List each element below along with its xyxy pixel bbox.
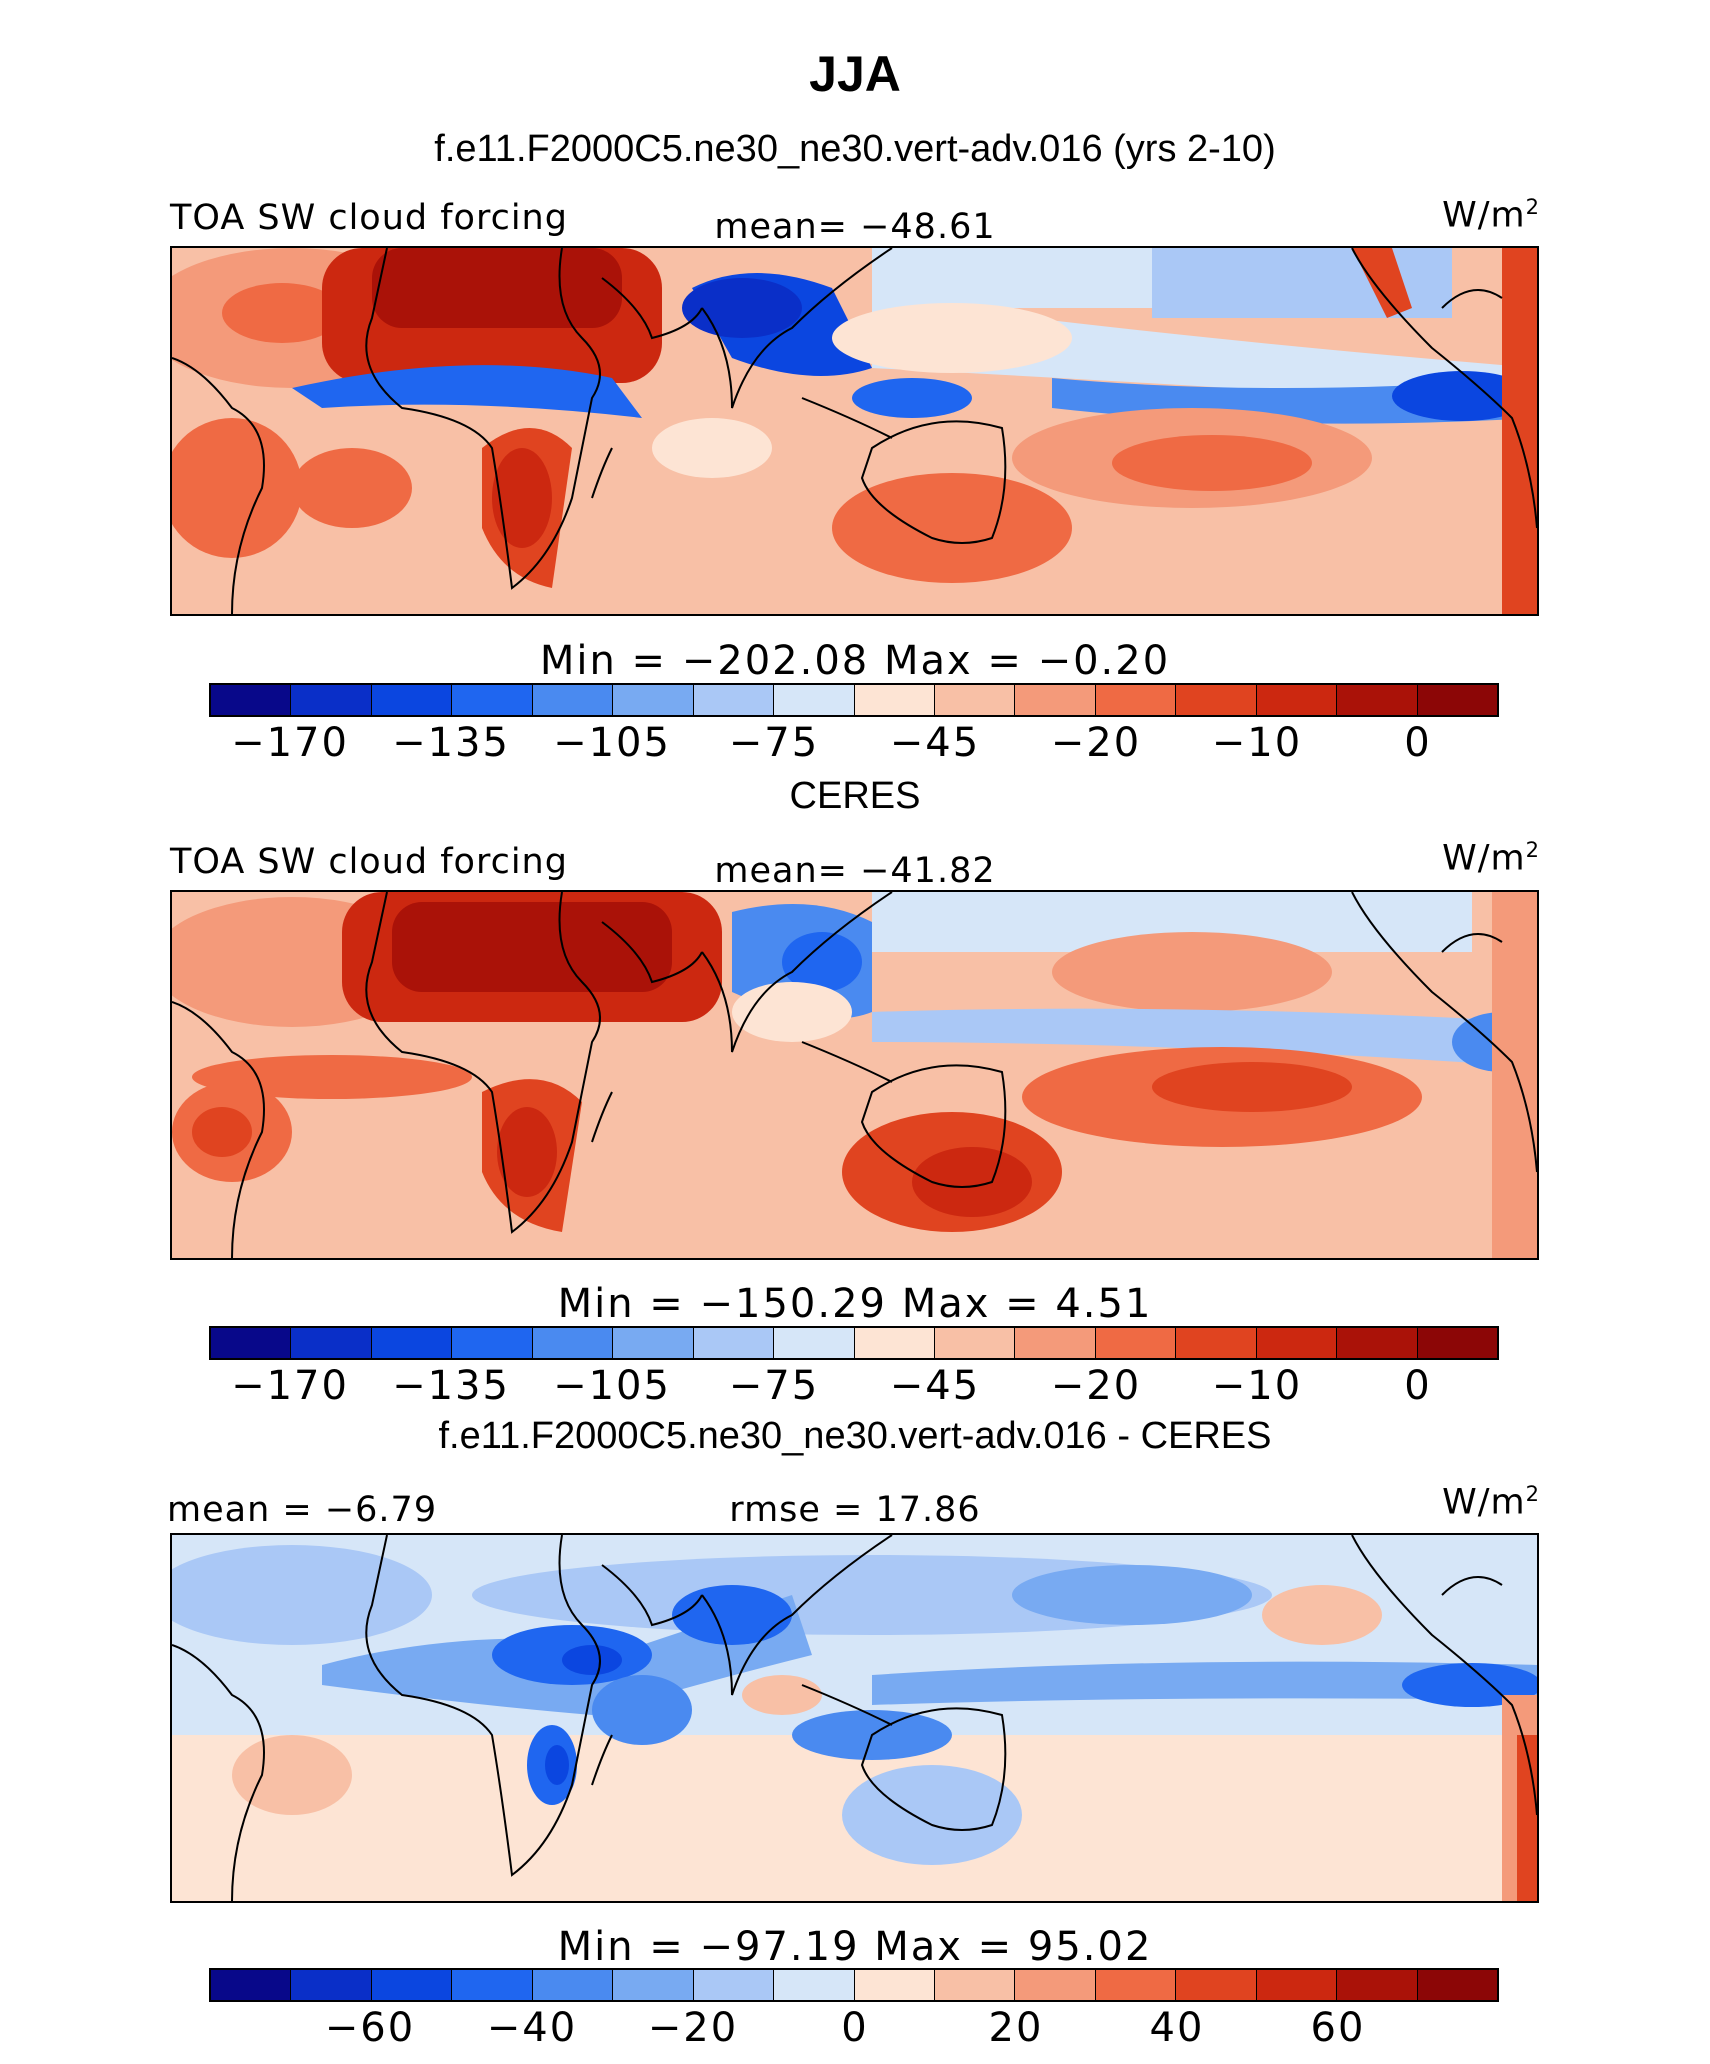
panel-2-tick: −135: [392, 1363, 510, 1409]
panel-1-colorbar: [209, 683, 1499, 717]
colorbar-bin: [1417, 1328, 1497, 1358]
panel-3-tick: 60: [1310, 2005, 1366, 2051]
panel-1-map: [170, 246, 1539, 616]
colorbar-bin: [693, 1970, 775, 2000]
panel-1-tick: −10: [1211, 720, 1303, 766]
panel-2-tick: −75: [728, 1363, 820, 1409]
colorbar-bin: [1176, 685, 1257, 715]
colorbar-bin: [1095, 685, 1177, 715]
colorbar-bin: [934, 1328, 1016, 1358]
colorbar-bin: [1337, 685, 1418, 715]
panel-2-tick: 0: [1404, 1363, 1432, 1409]
panel-1-minmax: Min = −202.08 Max = −0.20: [539, 638, 1171, 684]
colorbar-bin: [211, 685, 292, 715]
panel-1-tick: −75: [728, 720, 820, 766]
colorbar-bin: [1176, 1970, 1257, 2000]
panel-3-heading: f.e11.F2000C5.ne30_ne30.vert-adv.016 - C…: [438, 1415, 1272, 1457]
panel-2-units: W/m2: [1442, 838, 1540, 879]
panel-1-mean-label: mean= −48.61: [714, 207, 996, 247]
panel-2-heading: CERES: [789, 775, 921, 817]
colorbar-bin: [613, 685, 694, 715]
colorbar-bin: [211, 1328, 292, 1358]
colorbar-bin: [291, 1328, 372, 1358]
colorbar-bin: [1337, 1970, 1418, 2000]
panel-2-colorbar: [209, 1326, 1499, 1360]
panel-2-minmax: Min = −150.29 Max = 4.51: [557, 1281, 1153, 1327]
colorbar-bin: [613, 1970, 694, 2000]
colorbar-bin: [693, 1328, 775, 1358]
panel-1-tick: −105: [553, 720, 671, 766]
panel-1-tick: −45: [889, 720, 981, 766]
colorbar-bin: [371, 1328, 453, 1358]
colorbar-bin: [371, 685, 453, 715]
colorbar-bin: [532, 1970, 614, 2000]
panel-1-units: W/m2: [1442, 195, 1540, 236]
colorbar-bin: [854, 685, 935, 715]
colorbar-bin: [1417, 1970, 1497, 2000]
colorbar-bin: [532, 1328, 614, 1358]
panel-2-tick: −45: [889, 1363, 981, 1409]
panel-2-tick: −105: [553, 1363, 671, 1409]
panel-2-tick: −170: [231, 1363, 349, 1409]
panel-2-mean-label: mean= −41.82: [714, 851, 996, 891]
colorbar-bin: [1417, 685, 1497, 715]
panel-3-tick: −60: [324, 2005, 416, 2051]
colorbar-bin: [1256, 1328, 1338, 1358]
panel-3-tick: −40: [486, 2005, 578, 2051]
colorbar-bin: [774, 685, 855, 715]
panel-3-tick: −20: [647, 2005, 739, 2051]
colorbar-bin: [452, 685, 533, 715]
panel-3-minmax: Min = −97.19 Max = 95.02: [557, 1924, 1153, 1970]
colorbar-bin: [854, 1970, 935, 2000]
colorbar-bin: [1095, 1328, 1177, 1358]
colorbar-bin: [854, 1328, 935, 1358]
panel-1-heading: f.e11.F2000C5.ne30_ne30.vert-adv.016 (yr…: [434, 128, 1276, 170]
colorbar-bin: [1015, 685, 1096, 715]
colorbar-bin: [693, 685, 775, 715]
panel-3-map: [170, 1533, 1539, 1903]
panel-1-tick: −135: [392, 720, 510, 766]
colorbar-bin: [1015, 1328, 1096, 1358]
colorbar-bin: [532, 685, 614, 715]
colorbar-bin: [613, 1328, 694, 1358]
colorbar-bin: [934, 1970, 1016, 2000]
panel-3-tick: 40: [1149, 2005, 1205, 2051]
panel-2-variable-label: TOA SW cloud forcing: [170, 842, 568, 882]
colorbar-bin: [211, 1970, 292, 2000]
colorbar-bin: [1095, 1970, 1177, 2000]
colorbar-bin: [774, 1970, 855, 2000]
colorbar-bin: [1176, 1328, 1257, 1358]
panel-3-tick: 20: [988, 2005, 1044, 2051]
panel-3-units: W/m2: [1442, 1482, 1540, 1523]
colorbar-bin: [934, 685, 1016, 715]
panel-1-tick: 0: [1404, 720, 1432, 766]
panel-3-mean-label: mean = −6.79: [167, 1490, 438, 1530]
colorbar-bin: [1015, 1970, 1096, 2000]
panel-3-tick: 0: [841, 2005, 869, 2051]
panel-2-tick: −20: [1050, 1363, 1142, 1409]
panel-1-variable-label: TOA SW cloud forcing: [170, 198, 568, 238]
panel-1-tick: −170: [231, 720, 349, 766]
panel-3-rmse-label: rmse = 17.86: [729, 1490, 981, 1530]
figure-title: JJA: [809, 46, 901, 102]
colorbar-bin: [371, 1970, 453, 2000]
panel-1-tick: −20: [1050, 720, 1142, 766]
colorbar-bin: [1337, 1328, 1418, 1358]
colorbar-bin: [291, 685, 372, 715]
panel-2-map: [170, 890, 1539, 1260]
colorbar-bin: [1256, 685, 1338, 715]
colorbar-bin: [1256, 1970, 1338, 2000]
panel-2-tick: −10: [1211, 1363, 1303, 1409]
panel-3-colorbar: [209, 1968, 1499, 2002]
colorbar-bin: [452, 1970, 533, 2000]
colorbar-bin: [774, 1328, 855, 1358]
colorbar-bin: [291, 1970, 372, 2000]
colorbar-bin: [452, 1328, 533, 1358]
